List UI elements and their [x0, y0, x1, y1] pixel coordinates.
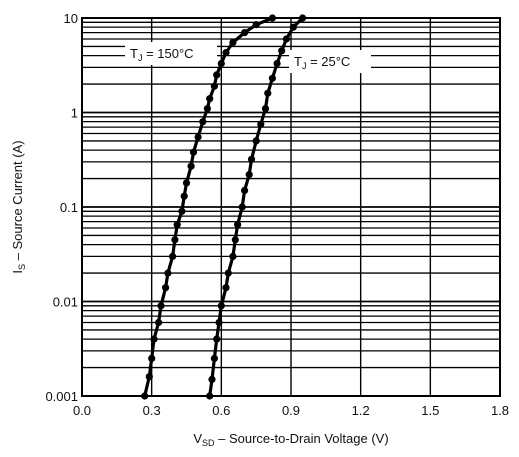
series-1-point: [150, 335, 158, 343]
x-tick-label: 0.0: [73, 403, 91, 418]
series-2-point: [289, 23, 297, 31]
x-axis-title: VSD – Source-to-Drain Voltage (V): [193, 431, 388, 448]
curve-layer: [141, 14, 307, 400]
y-tick-label: 0.01: [53, 295, 78, 310]
series-1-point: [229, 38, 237, 47]
series-1-point: [203, 105, 211, 113]
series-1-point: [182, 179, 191, 187]
series-2-point: [278, 47, 286, 55]
series-1-point: [187, 162, 195, 170]
series-1-point: [169, 252, 177, 260]
series-2-point: [241, 186, 249, 194]
x-tick-label: 0.9: [282, 403, 300, 418]
y-tick-label: 10: [64, 11, 78, 26]
series-2-point: [231, 236, 239, 244]
x-axis-title-subscript: SD: [202, 438, 215, 448]
series-1-point: [199, 118, 207, 126]
series-1-point: [162, 284, 170, 292]
series-1-point: [155, 318, 163, 327]
series-2-point: [299, 14, 307, 22]
series-1-point: [241, 28, 249, 37]
x-tick-label: 0.3: [143, 403, 161, 418]
series-1-point: [145, 373, 153, 381]
x-tick-label: 1.8: [491, 403, 509, 418]
series-2-point: [273, 59, 281, 68]
series-1-point: [252, 21, 260, 29]
series-2-point: [229, 252, 237, 260]
axes-layer: [81, 17, 501, 397]
y-axis-title-rest: – Source Current (A): [10, 140, 25, 264]
series-1-point: [217, 59, 225, 68]
series-1-point: [164, 269, 172, 277]
series-1-point: [210, 82, 218, 90]
series-1-point: [194, 133, 202, 141]
x-tick-label: 1.5: [421, 403, 439, 418]
series-2-point: [257, 120, 265, 128]
series-2-point: [217, 302, 225, 310]
series-1-point: [173, 221, 181, 229]
series-2-point: [245, 171, 253, 179]
series-2-point: [238, 203, 246, 211]
x-tick-label: 1.2: [352, 403, 370, 418]
series-2-point: [213, 335, 221, 343]
y-axis-title-main: I: [10, 270, 25, 274]
series-2-point: [264, 89, 272, 97]
annotation-background: [125, 42, 217, 65]
series-2-point: [206, 392, 214, 400]
series-1-point: [157, 302, 165, 310]
x-axis-title-main: V: [193, 431, 202, 446]
series-2-annotation: TJ = 25°C: [294, 54, 350, 71]
series-2-point: [252, 137, 260, 145]
series-2-point: [234, 221, 242, 229]
series-2-point: [224, 269, 232, 277]
series-2-point: [208, 375, 216, 383]
annotation-background: [289, 50, 371, 73]
series-1-point: [180, 192, 188, 200]
y-tick-label: 1: [71, 106, 78, 121]
series-1-line: [143, 16, 274, 398]
y-tick-label: 0.001: [45, 389, 78, 404]
series-1-point: [189, 148, 198, 156]
series-1-point: [141, 392, 149, 400]
series-1-point: [213, 71, 221, 79]
series-2-point: [261, 105, 270, 113]
series-2-point: [268, 74, 276, 82]
series-1-point: [148, 354, 156, 362]
x-tick-label: 0.6: [212, 403, 230, 418]
y-tick-label: 0.1: [60, 200, 78, 215]
series-2-point: [282, 35, 290, 43]
series-1-point: [206, 95, 214, 103]
y-axis-title: IS – Source Current (A): [10, 140, 27, 273]
series-2-point: [247, 155, 256, 163]
label-layer: 0.0 0.3 0.6 0.9 1.2 1.5 1.8 0.001 0.01 0.1 1 10: [45, 11, 509, 418]
series-1-point: [171, 236, 179, 244]
series-2-point: [210, 354, 218, 362]
series-1-annotation: TJ = 150°C: [130, 46, 194, 63]
y-axis-title-subscript: S: [17, 264, 27, 270]
series-1-point: [178, 207, 186, 215]
plot-frame: [81, 17, 501, 397]
annotation-layer: TJ = 150°C TJ = 25°C: [125, 42, 371, 73]
series-1-point: [222, 49, 230, 57]
series-1-point: [268, 14, 276, 22]
series-2-point: [222, 284, 230, 292]
series-2-point: [215, 318, 223, 327]
x-axis-title-rest: – Source-to-Drain Voltage (V): [215, 431, 389, 446]
